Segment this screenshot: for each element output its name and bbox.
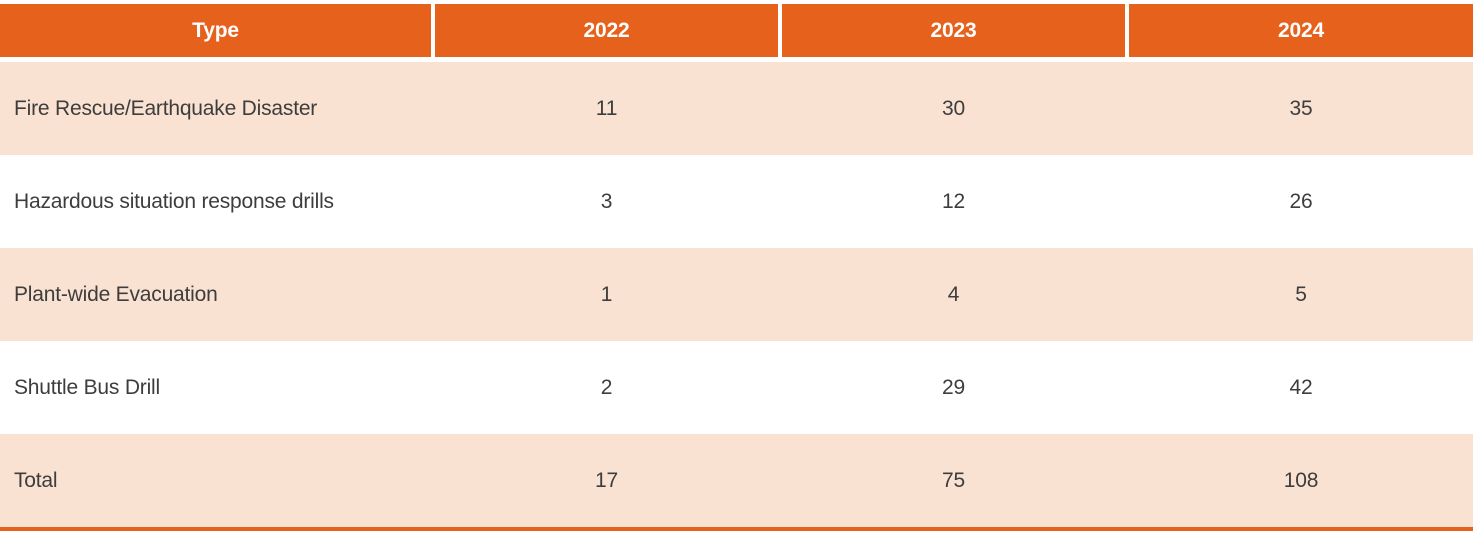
table-row-total: Total 17 75 108 <box>0 434 1473 527</box>
value-2023: 4 <box>947 282 960 306</box>
value-2024: 42 <box>1289 375 1313 399</box>
table-row-hazardous-drills: Hazardous situation response drills 3 12… <box>0 155 1473 248</box>
column-header-2022: 2022 <box>435 4 778 57</box>
row-label: Plant-wide Evacuation <box>14 282 218 306</box>
table-bottom-border <box>0 527 1473 531</box>
value-2022: 1 <box>600 282 613 306</box>
column-header-2023: 2023 <box>782 4 1125 57</box>
row-label: Fire Rescue/Earthquake Disaster <box>14 96 318 120</box>
value-2022: 17 <box>595 468 618 492</box>
column-header-type: Type <box>0 4 431 57</box>
value-2023: 12 <box>942 189 965 213</box>
table-row-fire-rescue: Fire Rescue/Earthquake Disaster 11 30 35 <box>0 62 1473 155</box>
value-2024: 108 <box>1283 468 1319 492</box>
row-label: Shuttle Bus Drill <box>14 375 160 399</box>
value-2024: 5 <box>1295 282 1307 306</box>
value-2022: 11 <box>595 96 618 120</box>
value-2024: 35 <box>1289 96 1313 120</box>
value-2023: 75 <box>942 468 965 492</box>
value-2022: 3 <box>600 189 613 213</box>
table-row-plant-wide-evacuation: Plant-wide Evacuation 1 4 5 <box>0 248 1473 341</box>
value-2022: 2 <box>600 375 613 399</box>
row-label: Hazardous situation response drills <box>14 189 334 213</box>
value-2023: 30 <box>942 96 965 120</box>
table-row-shuttle-bus-drill: Shuttle Bus Drill 2 29 42 <box>0 341 1473 434</box>
column-header-2024: 2024 <box>1129 4 1473 57</box>
value-2024: 26 <box>1289 189 1313 213</box>
row-label: Total <box>14 468 58 492</box>
table-header-row: Type 2022 2023 2024 <box>0 4 1473 57</box>
value-2023: 29 <box>942 375 965 399</box>
